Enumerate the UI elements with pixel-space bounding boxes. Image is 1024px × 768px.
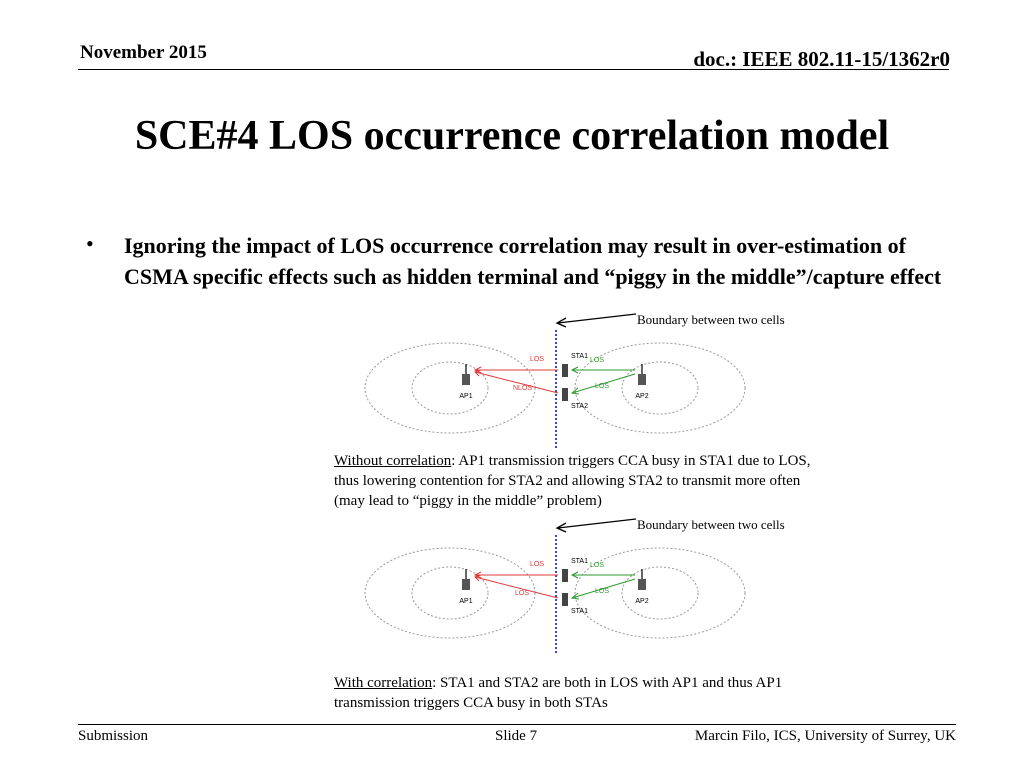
boundary-arrow [555,518,637,533]
link-label: LOS [590,562,604,569]
diagram-without-correlation: AP1 AP2 STA1 STA2 LOS NLOS LOS LOS [364,330,746,450]
ap2-label: AP2 [635,393,648,400]
link-label: LOS [590,357,604,364]
footer-submission: Submission [78,728,149,744]
link-label: NLOS [513,385,532,392]
link-label: LOS [595,588,609,595]
boundary-label: Boundary between two cells [637,517,785,532]
sta2-label: STA1 [571,608,588,615]
link-label: LOS [595,383,609,390]
ap2-antenna-icon [638,364,646,385]
caption-text: : STA1 and STA2 are both in LOS with AP1… [334,675,783,711]
sta1-label: STA1 [571,558,588,565]
bullet-text: Ignoring the impact of LOS occurrence co… [124,233,942,289]
header-divider [78,69,949,70]
ap2-label: AP2 [635,598,648,605]
diagram-with-correlation: AP1 AP2 STA1 STA1 LOS LOS LOS LOS [364,535,746,655]
sta1-device-icon [562,569,568,582]
caption-with-correlation: With correlation: STA1 and STA2 are both… [334,673,814,713]
caption-lead: With correlation [334,675,433,691]
caption-lead: Without correlation [334,453,452,469]
bullet-marker: • [86,231,94,256]
ap1-antenna-icon [462,569,470,590]
footer-author: Marcin Filo, ICS, University of Surrey, … [694,728,956,744]
link-label: LOS [530,356,544,363]
sta1-device-icon [562,364,568,377]
link-label: LOS [530,561,544,568]
footer-slide-number: Slide 7 [495,728,538,744]
sta2-device-icon [562,388,568,401]
ap1-label: AP1 [459,393,472,400]
caption-text: : AP1 transmission triggers CCA busy in … [334,453,811,509]
sta2-label: STA2 [571,403,588,410]
header-doc-id: doc.: IEEE 802.11-15/1362r0 [693,47,950,71]
slide-title: SCE#4 LOS occurrence correlation model [134,113,890,159]
boundary-arrow [555,313,637,328]
ap1-antenna-icon [462,364,470,385]
link-label: LOS [515,590,529,597]
header-date: November 2015 [80,42,207,63]
caption-without-correlation: Without correlation: AP1 transmission tr… [334,451,814,511]
ap2-antenna-icon [638,569,646,590]
footer-divider [78,724,956,725]
sta2-device-icon [562,593,568,606]
ap1-label: AP1 [459,598,472,605]
boundary-label: Boundary between two cells [637,312,785,327]
sta1-label: STA1 [571,353,588,360]
